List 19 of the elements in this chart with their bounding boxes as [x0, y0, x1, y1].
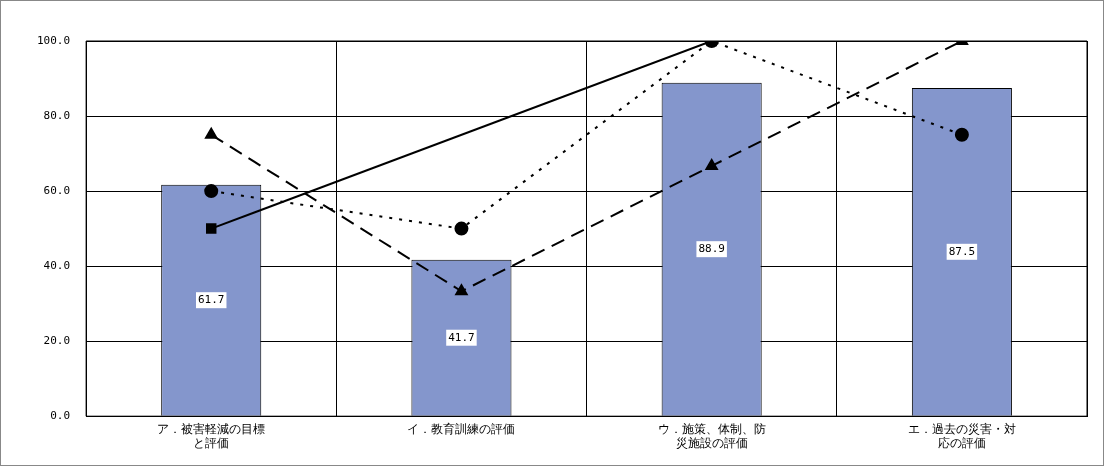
data-label: 41.7	[448, 330, 475, 344]
point	[204, 184, 219, 199]
point	[455, 284, 468, 296]
data-label: 88.9	[698, 242, 725, 256]
point	[205, 223, 217, 234]
data-label: 87.5	[948, 244, 976, 258]
y-tick-label: 0.0	[50, 409, 71, 423]
y-tick-label: 100.0	[36, 33, 71, 47]
x-tick-label: エ．過去の災害・対応の評価	[907, 421, 1016, 450]
y-tick-label: 80.0	[43, 108, 71, 122]
y-tick-label: 60.0	[43, 183, 71, 197]
x-tick-label: ウ．施策、体制、防災施設の評価	[657, 421, 766, 450]
y-tick-label: 20.0	[43, 334, 71, 348]
data-label: 61.7	[197, 293, 225, 307]
point	[454, 221, 469, 236]
y-tick-label: 40.0	[43, 258, 71, 272]
x-tick-label: イ．教育訓練の評価	[407, 421, 516, 436]
x-tick-label: ア．被害軽減の目標と評価	[157, 421, 266, 450]
point	[954, 127, 969, 142]
